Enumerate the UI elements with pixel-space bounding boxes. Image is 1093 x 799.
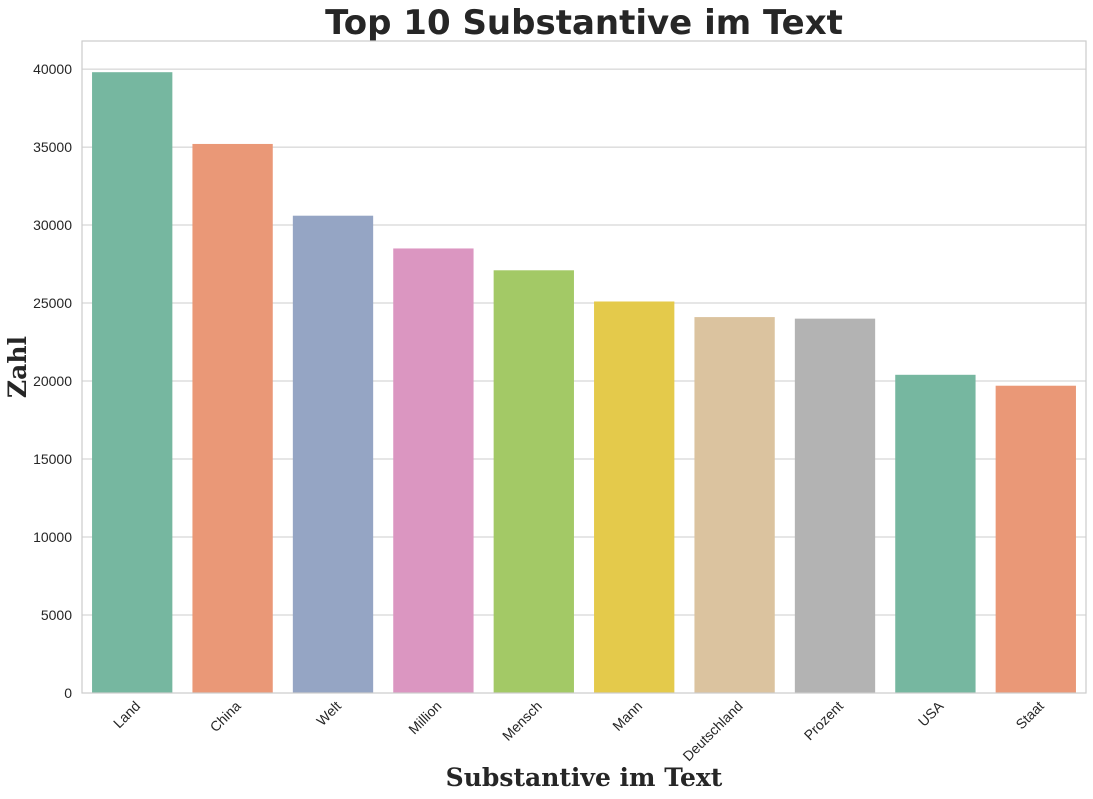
bar-land	[92, 72, 173, 694]
bar-staat	[995, 385, 1076, 693]
bar-deutschland	[694, 317, 775, 693]
x-tick-label: Deutschland	[679, 698, 745, 764]
x-tick-label: China	[207, 698, 244, 735]
y-tick-labels: 0 5000 10000 15000 20000 25000 30000 35000 40000	[33, 61, 72, 701]
plot-frame	[81, 40, 1087, 694]
bar-usa	[895, 374, 976, 693]
x-tick-label: Welt	[313, 698, 344, 729]
bar-mann	[594, 301, 675, 693]
bar-million	[393, 248, 474, 694]
x-tick-label: Million	[405, 698, 444, 737]
bar-china	[192, 143, 273, 693]
y-tick-label: 15000	[33, 451, 72, 467]
y-tick-label: 40000	[33, 61, 72, 77]
y-tick-label: 25000	[33, 295, 72, 311]
x-axis-label: Substantive im Text	[446, 763, 723, 792]
x-tick-labels: Land China Welt Million Mensch Mann Deutschlan…	[110, 697, 1047, 764]
y-tick-label: 10000	[33, 529, 72, 545]
x-tick-label: Prozent	[801, 698, 847, 744]
bar-prozent	[794, 318, 876, 693]
y-tick-label: 35000	[33, 139, 72, 155]
bar-welt	[292, 215, 374, 694]
y-axis-label: Zahl	[3, 336, 32, 398]
chart-title: Top 10 Substantive im Text	[325, 3, 843, 43]
y-tick-label: 20000	[33, 373, 72, 389]
bar-mensch	[493, 270, 574, 693]
y-tick-label: 0	[64, 685, 72, 701]
x-tick-label: Mensch	[499, 698, 545, 744]
x-tick-label: Mann	[609, 698, 645, 734]
y-tick-label: 30000	[33, 217, 72, 233]
y-tick-label: 5000	[41, 607, 72, 623]
x-tick-label: USA	[915, 697, 947, 729]
x-tick-label: Staat	[1012, 698, 1047, 733]
bars	[92, 72, 1076, 694]
x-tick-label: Land	[110, 698, 143, 731]
